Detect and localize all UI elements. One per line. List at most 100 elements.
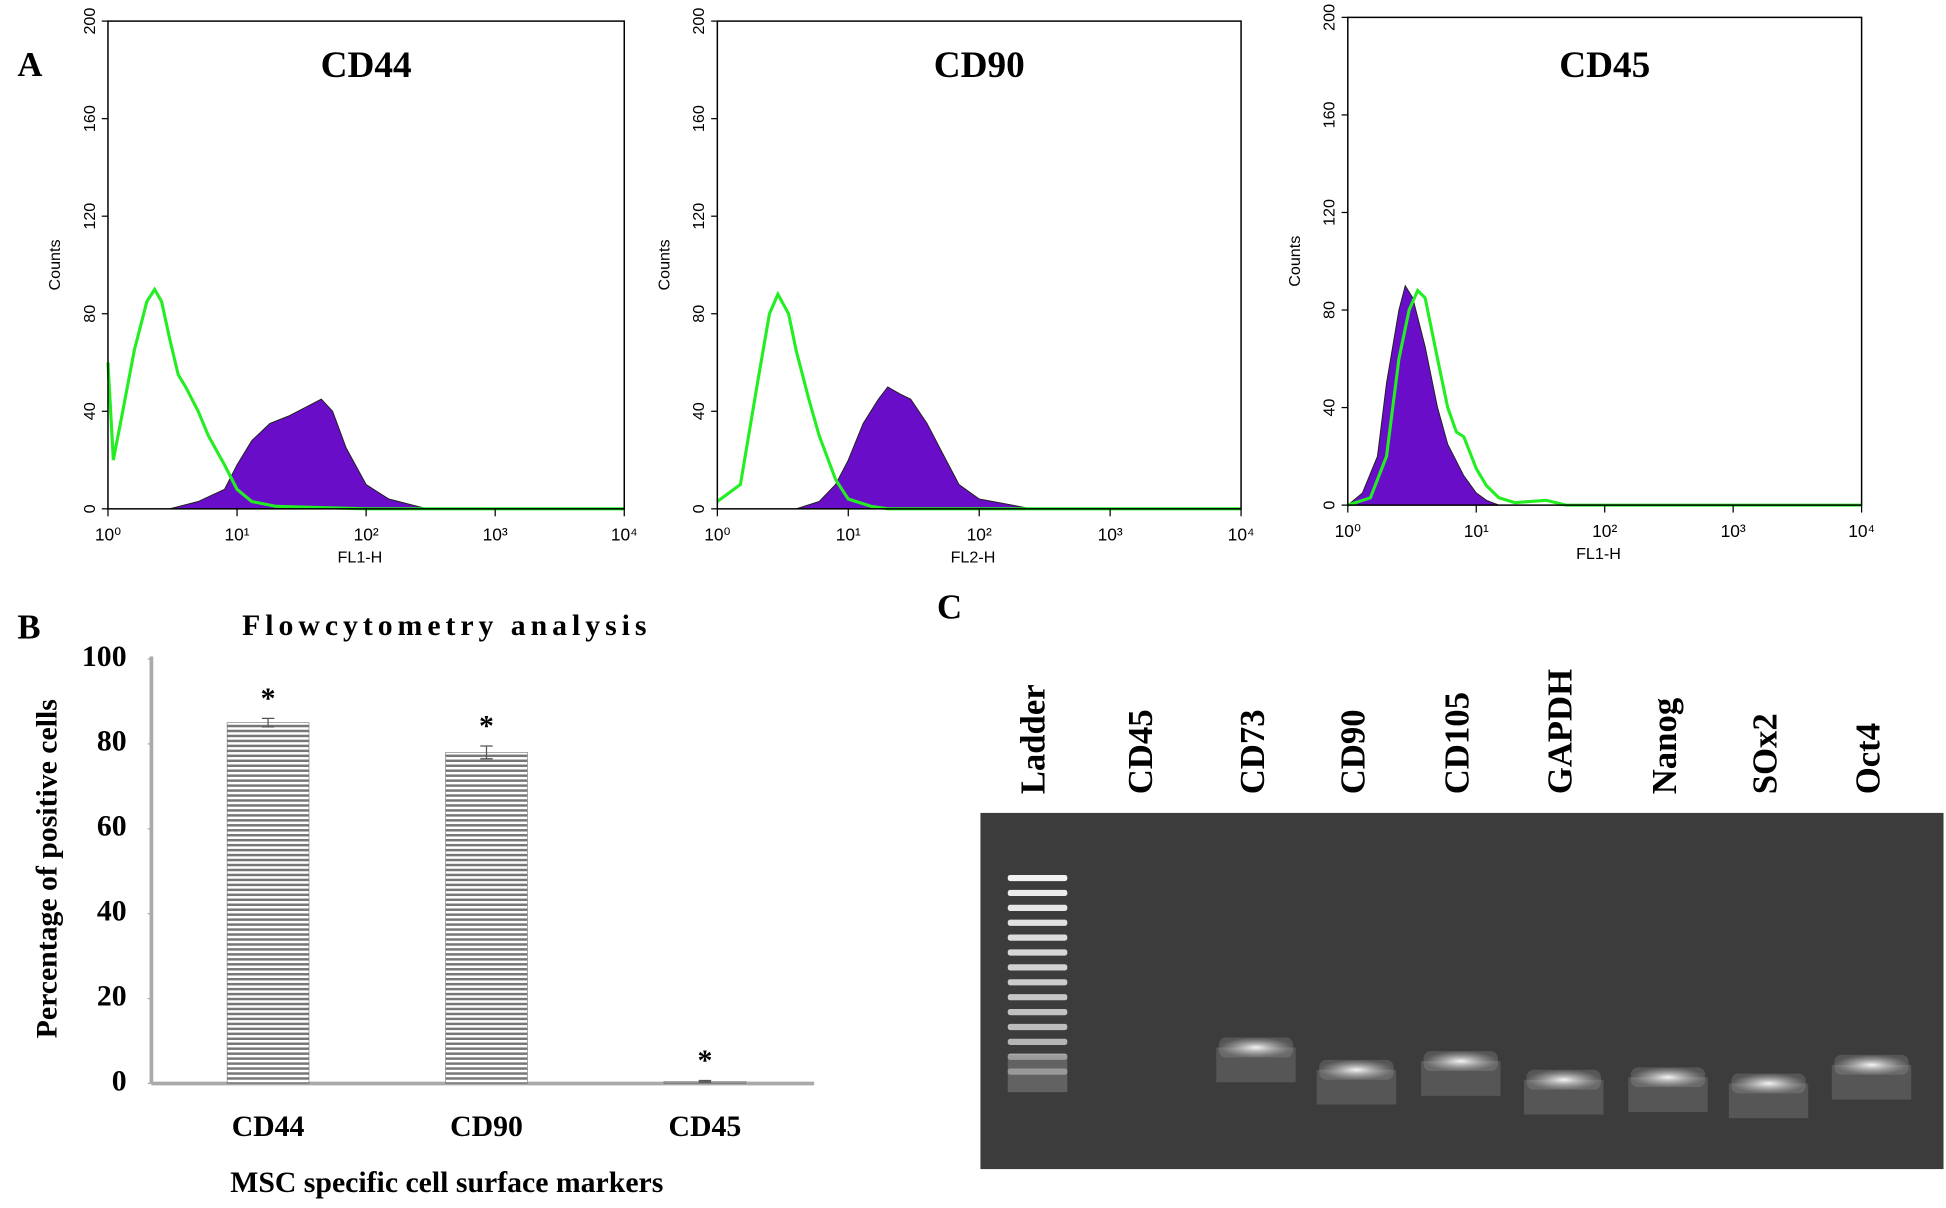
- y-tick-label: 40: [690, 402, 708, 420]
- ladder-band: [1007, 874, 1068, 882]
- y-tick-label: 100: [82, 640, 127, 673]
- x-tick-label: 10³: [1098, 525, 1123, 545]
- x-tick-label: 10⁰: [1335, 521, 1361, 541]
- y-tick-label: 40: [81, 402, 99, 420]
- histogram-area: [169, 398, 428, 510]
- y-tick-label: 200: [81, 8, 99, 35]
- ladder-band: [1007, 904, 1068, 911]
- panel-label: C: [937, 588, 962, 627]
- panel-label: A: [17, 45, 42, 84]
- ladder-band: [1007, 1023, 1068, 1031]
- y-tick-label: 160: [690, 105, 708, 132]
- y-tick-label: 200: [1321, 4, 1339, 31]
- gel-image: [980, 812, 1944, 1170]
- gel-band: [1423, 1051, 1498, 1072]
- ladder-smear: [1007, 1054, 1068, 1093]
- ladder-band: [1007, 919, 1068, 926]
- y-axis-label: Counts: [1286, 236, 1304, 287]
- x-tick-label: 10⁴: [1848, 521, 1875, 541]
- x-axis-label: MSC specific cell surface markers: [230, 1166, 663, 1199]
- x-tick-label: CD90: [450, 1110, 523, 1143]
- y-tick-label: 80: [1321, 301, 1339, 319]
- y-tick-label: 80: [690, 305, 708, 323]
- y-tick-label: 60: [97, 810, 127, 843]
- ladder-band: [1007, 994, 1068, 1001]
- y-tick-label: 20: [97, 979, 127, 1012]
- x-tick-label: 10¹: [224, 525, 249, 545]
- y-tick-label: 0: [1321, 501, 1339, 510]
- lane-label: Oct4: [1849, 723, 1888, 794]
- gel-band: [1630, 1067, 1706, 1088]
- lane-label: CD45: [1121, 709, 1160, 794]
- significance-marker: *: [479, 709, 494, 742]
- x-tick-label: 10⁰: [704, 525, 730, 545]
- lane-label: CD73: [1233, 709, 1272, 794]
- ladder-band: [1007, 964, 1068, 971]
- histogram-line: [716, 290, 1242, 511]
- x-tick-label: 10⁰: [95, 525, 121, 545]
- lane-label: GAPDH: [1541, 669, 1580, 794]
- y-tick-label: 0: [112, 1064, 127, 1097]
- gel-band: [1834, 1054, 1909, 1075]
- histogram-area: [1346, 284, 1500, 506]
- x-tick-label: 10²: [967, 525, 992, 545]
- x-tick-label: 10²: [354, 525, 379, 545]
- y-tick-label: 120: [690, 203, 708, 230]
- error-bar: [261, 717, 275, 728]
- panel-label: B: [17, 607, 40, 646]
- x-tick-label: 10⁴: [611, 525, 638, 545]
- x-tick-label: 10¹: [1464, 521, 1489, 541]
- plot-frame: [107, 20, 626, 510]
- x-axis-label: FL1-H: [1576, 545, 1621, 563]
- y-tick-label: 80: [81, 305, 99, 323]
- x-tick-label: 10³: [1721, 521, 1746, 541]
- y-tick-label: 40: [1321, 399, 1339, 417]
- significance-marker: *: [261, 682, 276, 715]
- ladder-band: [1007, 934, 1068, 941]
- y-tick-label: 80: [97, 725, 127, 758]
- plot-frame: [716, 20, 1242, 510]
- error-bar: [698, 1079, 712, 1083]
- chart-title: CD90: [934, 45, 1025, 86]
- histogram-area: [795, 386, 1032, 510]
- gel-band: [1731, 1073, 1806, 1094]
- lane-label: SOx2: [1745, 713, 1784, 794]
- chart-title: Flowcytometry analysis: [242, 609, 651, 642]
- histogram-line: [106, 286, 625, 511]
- y-tick-label: 0: [81, 504, 99, 513]
- lane-label: Ladder: [1013, 684, 1052, 794]
- y-tick-label: 120: [1321, 199, 1339, 226]
- ladder-band: [1007, 979, 1068, 986]
- y-axis-label: Counts: [655, 239, 673, 290]
- ladder-band: [1007, 1008, 1068, 1016]
- ladder-band: [1007, 949, 1068, 956]
- gel-band: [1218, 1037, 1294, 1058]
- y-axis-label: Counts: [46, 239, 64, 290]
- x-tick-label: 10³: [483, 525, 508, 545]
- x-tick-label: 10²: [1592, 521, 1617, 541]
- y-tick-label: 120: [81, 203, 99, 230]
- significance-marker: *: [697, 1044, 712, 1077]
- x-tick-label: CD45: [669, 1110, 742, 1143]
- x-tick-label: 10⁴: [1228, 525, 1255, 545]
- gel-band: [1319, 1059, 1394, 1080]
- chart-title: CD44: [321, 45, 412, 86]
- error-bar: [480, 745, 493, 760]
- y-tick-label: 40: [97, 895, 127, 928]
- x-axis-label: FL2-H: [951, 549, 996, 567]
- bar: [445, 752, 528, 1084]
- x-tick-label: 10¹: [836, 525, 861, 545]
- lane-label: CD90: [1333, 709, 1372, 794]
- histogram-line: [1347, 287, 1862, 507]
- chart-title: CD45: [1559, 45, 1650, 86]
- y-tick-label: 200: [690, 8, 708, 35]
- lane-label: Nanog: [1645, 697, 1684, 794]
- x-axis-label: FL1-H: [338, 549, 383, 567]
- x-tick-label: CD44: [232, 1110, 305, 1143]
- ladder-band: [1007, 889, 1068, 897]
- y-axis-label: Percentage of positive cells: [30, 699, 63, 1038]
- bar: [226, 722, 310, 1084]
- y-tick-label: 160: [1321, 101, 1339, 128]
- ladder-band: [1007, 1038, 1068, 1045]
